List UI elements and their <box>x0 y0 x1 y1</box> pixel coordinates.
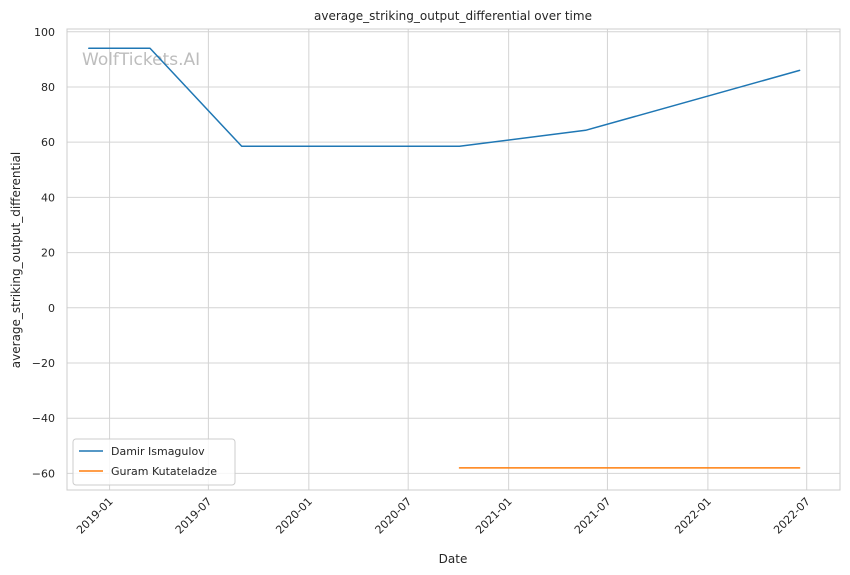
x-tick-label: 2020-01 <box>273 495 315 537</box>
series-line-0 <box>88 47 801 148</box>
y-tick-label: 60 <box>41 136 55 149</box>
chart-title: average_striking_output_differential ove… <box>314 9 592 23</box>
y-axis-label: average_striking_output_differential <box>9 152 23 368</box>
x-tick-label: 2022-07 <box>771 495 813 537</box>
y-tick-label: 80 <box>41 81 55 94</box>
legend-label-0: Damir Ismagulov <box>111 445 205 458</box>
grid <box>67 29 840 490</box>
x-tick-label: 2019-07 <box>173 495 215 537</box>
x-tick-label: 2019-01 <box>74 495 116 537</box>
x-tick-label: 2020-07 <box>373 495 415 537</box>
legend-box <box>72 438 236 486</box>
x-tick-label: 2021-01 <box>473 495 515 537</box>
x-tick-label: 2022-01 <box>672 495 714 537</box>
y-tick-label: 0 <box>48 302 55 315</box>
legend: Damir Ismagulov Guram Kutateladze <box>72 438 236 486</box>
y-tick-label: −60 <box>32 467 55 480</box>
y-axis-ticks: 100 80 60 40 20 0 −20 −40 −60 <box>32 26 55 481</box>
x-axis-ticks: 2019-01 2019-07 2020-01 2020-07 2021-01 2021-… <box>74 495 813 537</box>
legend-label-1: Guram Kutateladze <box>111 465 217 478</box>
watermark: WolfTickets.AI <box>82 50 200 70</box>
y-tick-label: −40 <box>32 412 55 425</box>
y-tick-label: 100 <box>34 26 55 39</box>
y-tick-label: 40 <box>41 191 55 204</box>
y-tick-label: −20 <box>32 357 55 370</box>
x-axis-label: Date <box>439 552 468 566</box>
series-layer <box>88 47 801 469</box>
y-tick-label: 20 <box>41 247 55 260</box>
plot-area <box>66 28 841 491</box>
x-tick-label: 2021-07 <box>572 495 614 537</box>
